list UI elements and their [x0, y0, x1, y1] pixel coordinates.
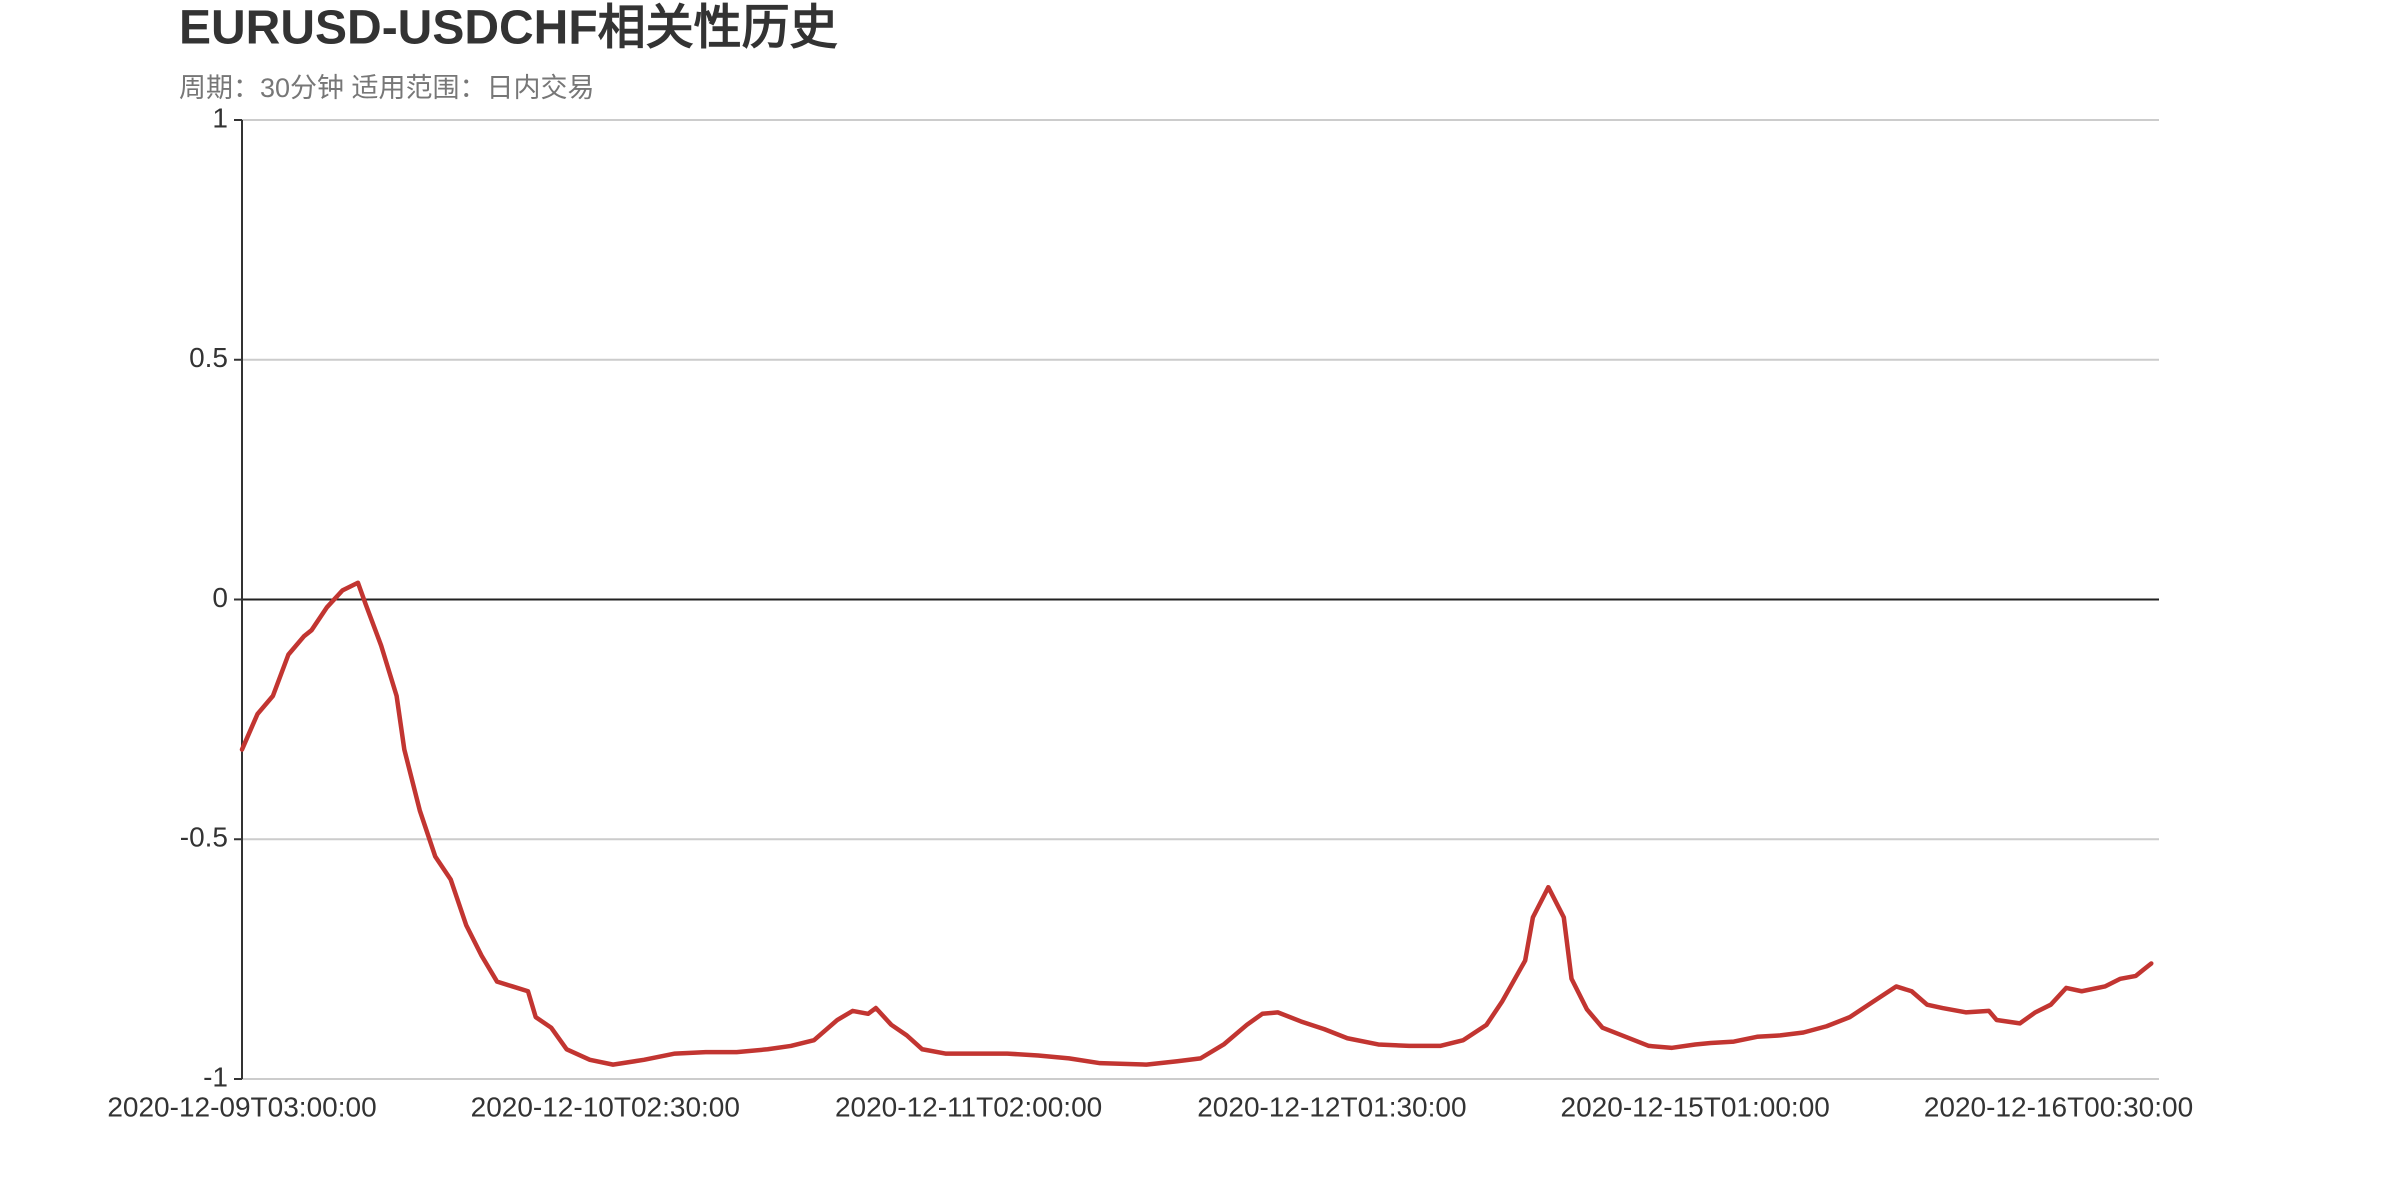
y-tick-label: 1 — [212, 102, 228, 133]
x-tick-label: 2020-12-16T00:30:00 — [1924, 1091, 2193, 1122]
chart-subtitle: 周期：30分钟 适用范围：日内交易 — [179, 73, 595, 103]
y-tick-label: -0.5 — [180, 822, 228, 853]
x-tick-label: 2020-12-12T01:30:00 — [1197, 1091, 1466, 1122]
line-series — [239, 580, 2154, 1067]
y-tick-label: -1 — [203, 1061, 228, 1092]
x-tick-label: 2020-12-09T03:00:00 — [107, 1091, 376, 1122]
y-tick-label: 0 — [212, 582, 228, 613]
chart-title: EURUSD-USDCHF相关性历史 — [179, 2, 838, 55]
y-tick-label: 0.5 — [189, 342, 228, 373]
x-tick-label: 2020-12-10T02:30:00 — [471, 1091, 740, 1122]
x-tick-label: 2020-12-15T01:00:00 — [1561, 1091, 1830, 1122]
x-tick-label: 2020-12-11T02:00:00 — [835, 1091, 1102, 1122]
